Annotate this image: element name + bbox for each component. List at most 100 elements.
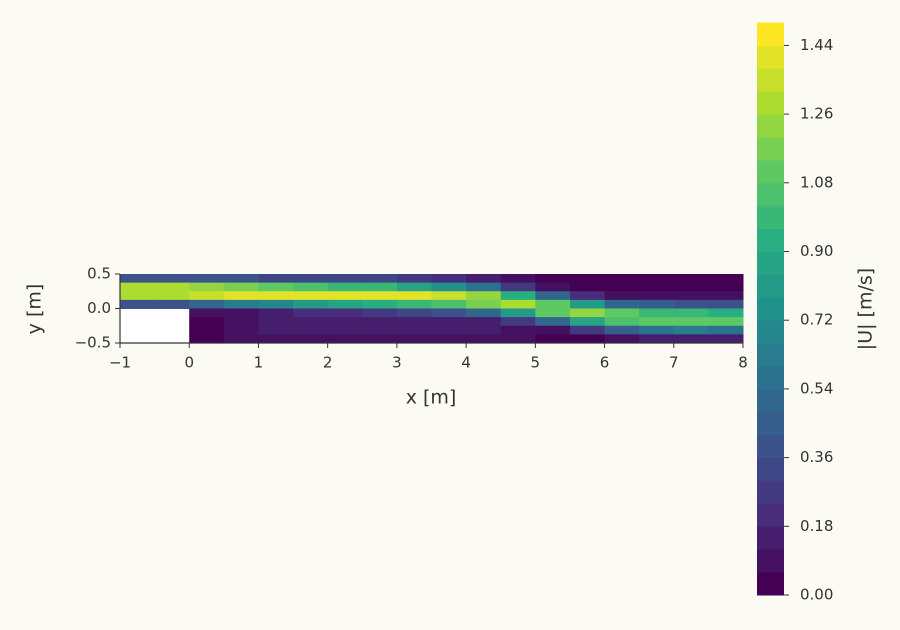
field-cell — [189, 291, 225, 301]
field-cell — [639, 291, 675, 301]
field-cell — [258, 308, 294, 318]
colorbar-band — [757, 411, 784, 436]
field-cell — [327, 291, 363, 301]
field-cell — [604, 282, 640, 292]
field-cell — [604, 291, 640, 301]
field-cell — [466, 274, 502, 284]
field-cell — [327, 317, 363, 327]
field-cell — [604, 274, 640, 284]
field-cell — [362, 308, 398, 318]
colorbar-band — [757, 572, 784, 596]
x-tick-label: 3 — [392, 354, 402, 372]
field-cell — [258, 317, 294, 327]
field-cell — [431, 308, 467, 318]
field-cell — [258, 325, 294, 335]
field-cell — [258, 299, 294, 309]
field-cell — [569, 317, 606, 327]
field-cell — [327, 325, 363, 335]
field-cell — [500, 282, 536, 292]
field-cell — [639, 282, 675, 292]
field-cell — [639, 308, 675, 318]
colorbar-tick-label: 1.26 — [800, 105, 833, 123]
colorbar-band — [757, 159, 784, 184]
field-cell — [535, 308, 571, 318]
y-tick-label: 0.0 — [87, 299, 111, 317]
field-cell — [327, 274, 363, 284]
field-cell — [535, 291, 571, 301]
colorbar-band — [757, 182, 784, 207]
colorbar-band — [757, 137, 784, 161]
field-cell — [569, 308, 606, 318]
field-cell — [362, 334, 398, 344]
field-cell — [708, 291, 744, 301]
field-cell — [293, 299, 329, 309]
field-cell — [500, 299, 536, 309]
field-cell — [673, 325, 709, 335]
field-cell — [396, 325, 432, 335]
colorbar-band — [757, 68, 784, 92]
field-cell — [708, 334, 744, 344]
field-cell — [535, 299, 571, 309]
field-cell — [431, 317, 467, 327]
field-cell — [708, 317, 744, 327]
x-tick-label: 8 — [738, 354, 748, 372]
field-cell — [327, 334, 363, 344]
field-cell — [223, 308, 259, 318]
field-cell — [189, 334, 225, 344]
field-cell — [673, 291, 709, 301]
field-cell — [673, 317, 709, 327]
field-cell — [466, 325, 502, 335]
x-tick-label: 2 — [323, 354, 333, 372]
field-cell — [362, 274, 398, 284]
field-cell — [396, 274, 432, 284]
field-cell — [154, 282, 190, 292]
field-cell — [189, 299, 225, 309]
field-cell — [569, 334, 606, 344]
field-cell — [708, 308, 744, 318]
field-cell — [120, 282, 156, 292]
x-tick-label: 5 — [531, 354, 541, 372]
field-cell — [154, 299, 190, 309]
colorbar-band — [757, 274, 784, 298]
field-cell — [604, 325, 640, 335]
field-cell — [569, 282, 606, 292]
field-cell — [673, 308, 709, 318]
field-cell — [500, 274, 536, 284]
field-cell — [396, 334, 432, 344]
field-cell — [362, 299, 398, 309]
colorbar-band — [757, 480, 784, 504]
field-cell — [639, 325, 675, 335]
field-cell — [569, 274, 606, 284]
colorbar-band — [757, 22, 784, 46]
field-cell — [223, 325, 259, 335]
field-cell — [535, 317, 571, 327]
field-cell — [223, 334, 259, 344]
field-cell — [396, 291, 432, 301]
field-cell — [223, 299, 259, 309]
colorbar-band — [757, 205, 784, 230]
colorbar-tick-label: 1.08 — [800, 173, 833, 191]
field-cell — [569, 325, 606, 335]
field-cell — [258, 334, 294, 344]
field-cell — [673, 299, 709, 309]
x-axis-label: x [m] — [406, 387, 457, 409]
field-cell — [362, 317, 398, 327]
field-cell — [431, 291, 467, 301]
colorbar-band — [757, 114, 784, 138]
field-cell — [223, 291, 259, 301]
field-cell — [708, 282, 744, 292]
colorbar-band — [757, 297, 784, 321]
colorbar-band — [757, 343, 784, 367]
colorbar-band — [757, 526, 784, 550]
colorbar-tick-label: 0.90 — [800, 242, 833, 260]
colorbar-band — [757, 228, 784, 252]
colorbar-tick-label: 0.00 — [800, 586, 833, 604]
field-cell — [396, 299, 432, 309]
field-cell — [293, 317, 329, 327]
colorbar-band — [757, 549, 784, 573]
colorbar-tick-label: 1.44 — [800, 36, 833, 54]
field-cell — [673, 334, 709, 344]
colorbar-label: |U| [m/s] — [855, 268, 877, 350]
colorbar-tick-label: 0.36 — [800, 448, 833, 466]
